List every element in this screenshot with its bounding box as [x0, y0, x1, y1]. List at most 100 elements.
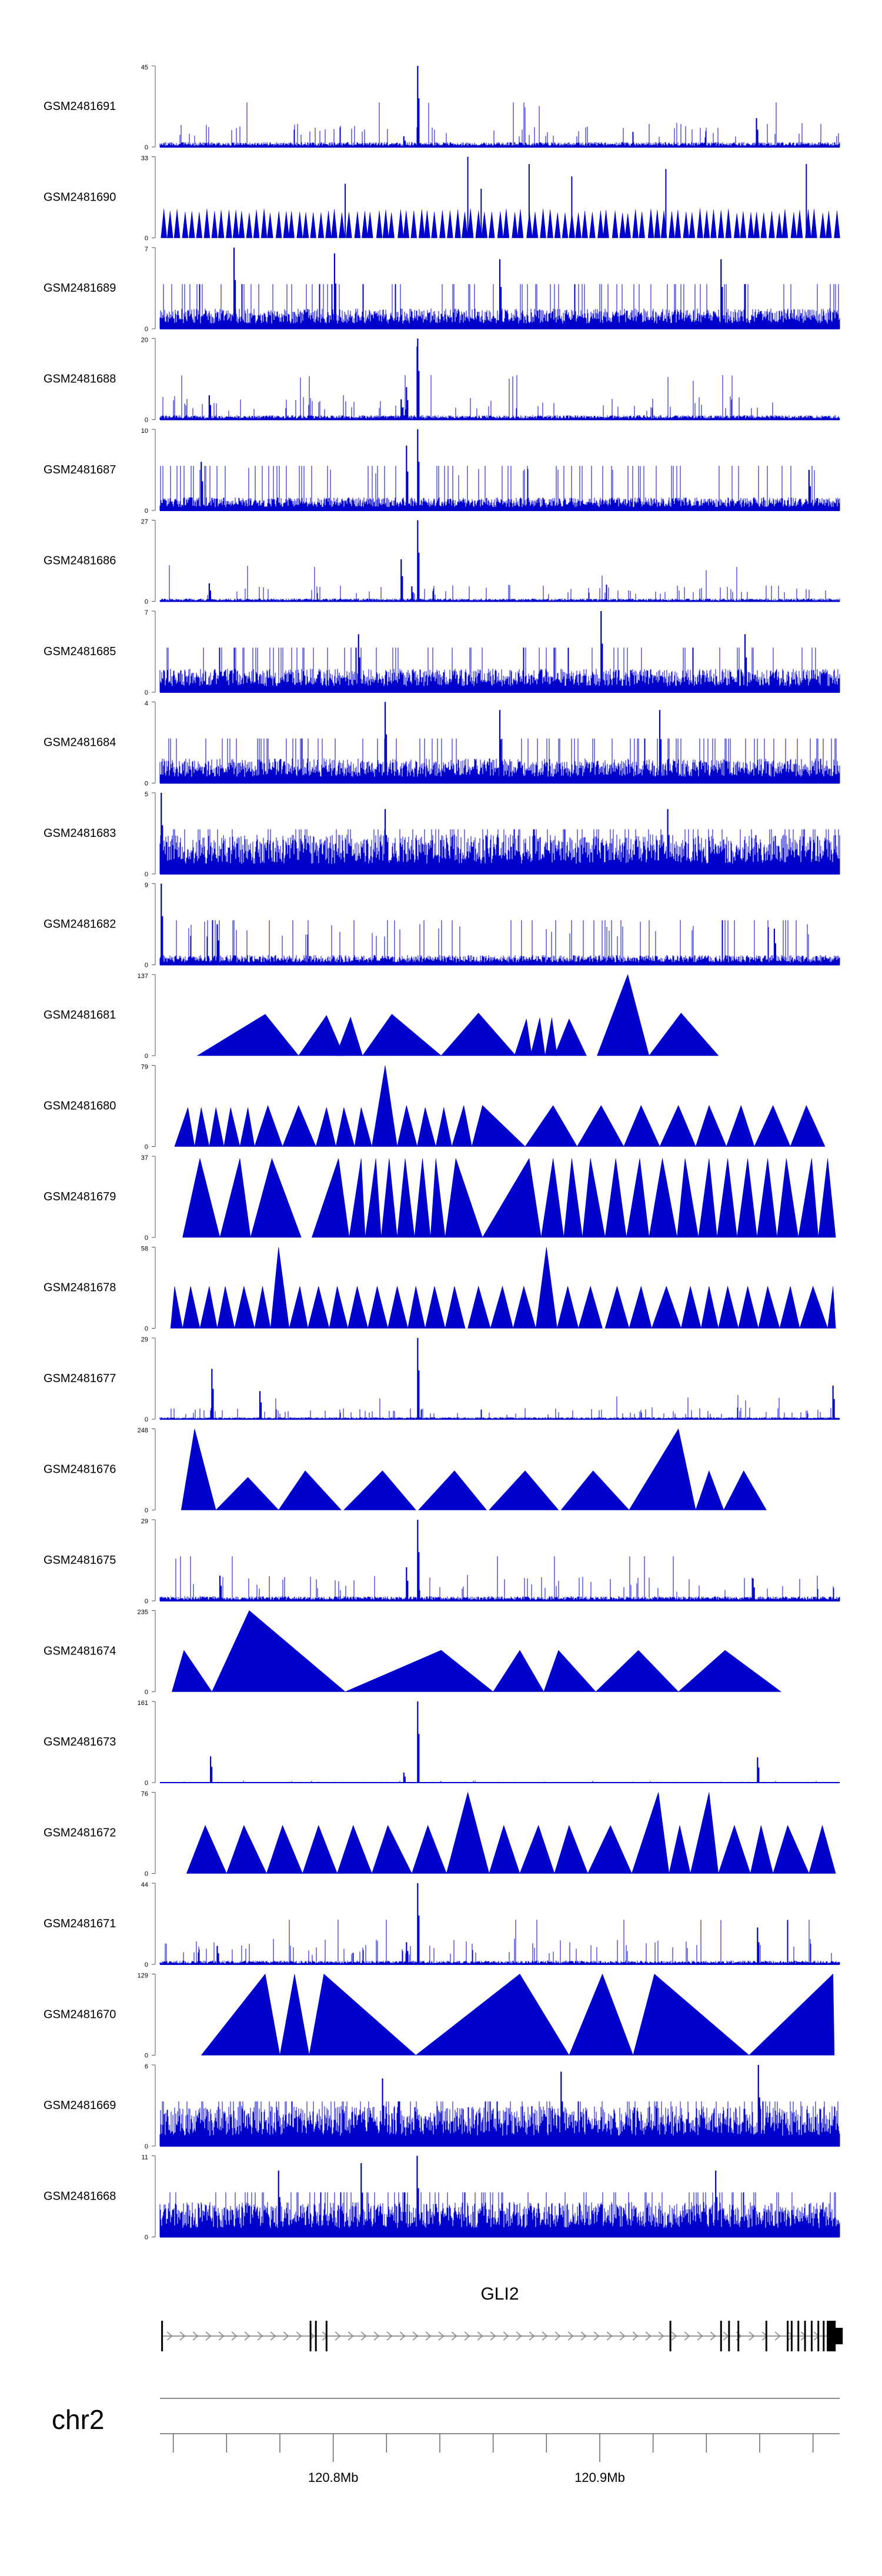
y-max-label: 79 [141, 1064, 148, 1071]
track-gsm2481673: GSM2481673 161 0 [44, 1700, 840, 1787]
gene-exon [325, 2321, 328, 2351]
coverage-triangle [239, 1107, 255, 1147]
coverage-triangle [698, 1158, 717, 1238]
coverage-triangle [217, 1286, 235, 1329]
coverage-triangle [174, 1107, 195, 1147]
track-gsm2481679: GSM2481679 37 0 [44, 1154, 836, 1242]
track-gsm2481682: GSM2481682 9 0 [44, 882, 840, 969]
y-min-label: 0 [145, 1326, 148, 1333]
coverage-triangle [411, 1824, 447, 1874]
coverage-triangle [451, 1105, 472, 1147]
coverage-triangle [309, 1973, 416, 2056]
track-label: GSM2481674 [44, 1645, 116, 1658]
coverage-triangle [758, 1286, 780, 1329]
y-max-label: 9 [145, 882, 148, 889]
coverage-triangle [827, 1286, 836, 1329]
y-min-label: 0 [145, 780, 148, 788]
y-max-label: 7 [145, 246, 148, 253]
y-min-label: 0 [145, 144, 148, 151]
coverage-triangle [749, 1973, 835, 2056]
y-max-label: 248 [138, 1427, 148, 1434]
axis-tick-label: 120.8Mb [308, 2470, 359, 2485]
y-min-label: 0 [145, 1598, 148, 1605]
coverage-triangle [302, 1824, 338, 1874]
coverage-triangle [490, 1285, 514, 1329]
coverage-triangle [278, 1470, 342, 1510]
coverage-triangle [329, 1286, 348, 1329]
track-label: GSM2481676 [44, 1463, 116, 1476]
y-max-label: 11 [142, 2154, 148, 2161]
y-min-label: 0 [145, 326, 148, 333]
coverage-spikes [161, 208, 840, 238]
track-label: GSM2481673 [44, 1736, 116, 1749]
coverage-triangle [445, 1286, 466, 1329]
y-min-label: 0 [145, 235, 148, 242]
coverage-triangle [226, 1825, 267, 1874]
coverage-triangle [430, 1158, 446, 1238]
y-min-label: 0 [145, 1144, 148, 1151]
coverage-triangle [209, 1107, 225, 1147]
track-label: GSM2481682 [44, 918, 116, 931]
track-label: GSM2481672 [44, 1827, 116, 1840]
coverage-triangle [513, 1285, 536, 1329]
coverage-triangle [199, 1286, 218, 1329]
y-min-label: 0 [145, 1507, 148, 1514]
coverage-triangle [279, 1974, 310, 2056]
coverage-triangle [270, 1247, 290, 1329]
track-gsm2481681: GSM2481681 137 0 [44, 973, 719, 1060]
coverage-signal [159, 102, 840, 147]
track-label: GSM2481680 [44, 1100, 116, 1113]
coverage-peaks [208, 520, 420, 602]
coverage-triangle [718, 1824, 751, 1874]
y-min-label: 0 [145, 1961, 148, 1968]
coverage-triangle [298, 1015, 345, 1056]
track-label: GSM2481668 [44, 2190, 116, 2203]
coverage-peaks [403, 66, 759, 147]
coverage-signal [159, 1920, 840, 1964]
coverage-triangle [677, 1650, 782, 1692]
coverage-triangle [472, 1105, 526, 1147]
coverage-signal [159, 2101, 840, 2146]
y-max-label: 44 [141, 1881, 148, 1888]
axis-tick-label: 120.9Mb [574, 2470, 625, 2485]
coverage-triangle [677, 1158, 699, 1238]
y-max-label: 58 [141, 1246, 148, 1253]
coverage-peaks [219, 1520, 755, 1601]
coverage-triangle [397, 1158, 415, 1238]
gene-exon [827, 2321, 829, 2351]
y-min-label: 0 [145, 417, 148, 424]
track-label: GSM2481684 [44, 736, 116, 749]
track-label: GSM2481678 [44, 1282, 116, 1294]
coverage-triangle [519, 1824, 555, 1874]
coverage-triangle [718, 1286, 739, 1329]
coverage-triangle [254, 1286, 271, 1329]
coverage-peaks [161, 883, 777, 965]
coverage-triangle [380, 1158, 397, 1238]
y-min-label: 0 [145, 1871, 148, 1878]
coverage-peaks [201, 429, 811, 510]
coverage-triangle [335, 1107, 355, 1147]
gene-exon [804, 2321, 806, 2351]
track-label: GSM2481679 [44, 1190, 116, 1203]
coverage-triangle [186, 1825, 227, 1874]
coverage-triangle [757, 1158, 777, 1238]
gene-exon [787, 2321, 789, 2351]
track-label: GSM2481686 [44, 555, 116, 568]
gene-model: GLI2 [161, 2284, 843, 2351]
coverage-triangle [211, 1610, 346, 1692]
track-gsm2481687: GSM2481687 10 0 [44, 428, 840, 515]
coverage-triangle [170, 1286, 183, 1329]
coverage-triangle [182, 1158, 220, 1238]
coverage-triangle [738, 1286, 759, 1329]
coverage-triangle [289, 1286, 308, 1329]
coverage-triangle [181, 1429, 216, 1510]
coverage-triangle [695, 1105, 727, 1147]
track-gsm2481672: GSM2481672 76 0 [44, 1791, 836, 1878]
coverage-triangle [223, 1107, 240, 1147]
coverage-triangle [489, 1824, 520, 1874]
coverage-triangle [337, 1824, 372, 1874]
coverage-triangle [308, 1286, 330, 1329]
track-label: GSM2481690 [44, 191, 116, 204]
coverage-signal [159, 1556, 840, 1601]
coverage-triangle [445, 1158, 483, 1238]
